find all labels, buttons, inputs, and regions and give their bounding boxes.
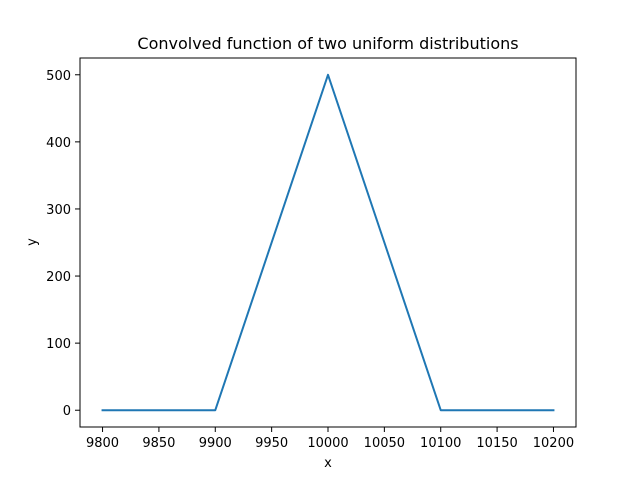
y-tick-label: 500 bbox=[46, 69, 71, 84]
y-axis-label: y bbox=[25, 238, 40, 246]
x-tick-label: 9900 bbox=[199, 436, 232, 451]
y-tick-label: 200 bbox=[46, 270, 71, 285]
y-axis-ticks: 0 100 200 300 400 500 bbox=[46, 69, 80, 419]
y-tick-label: 0 bbox=[63, 404, 71, 419]
x-tick-label: 10050 bbox=[364, 436, 405, 451]
x-axis-ticks: 9800 9850 9900 9950 10000 10050 10100 10150 1020… bbox=[86, 427, 574, 451]
chart-title: Convolved function of two uniform distri… bbox=[137, 34, 518, 53]
x-tick-label: 9850 bbox=[142, 436, 175, 451]
x-tick-label: 9950 bbox=[255, 436, 288, 451]
x-tick-label: 10000 bbox=[307, 436, 348, 451]
x-tick-label: 10100 bbox=[420, 436, 461, 451]
series-line-0 bbox=[101, 73, 555, 412]
y-tick-label: 300 bbox=[46, 203, 71, 218]
series-layer bbox=[101, 73, 555, 412]
x-tick-label: 9800 bbox=[86, 436, 119, 451]
x-tick-label: 10200 bbox=[533, 436, 574, 451]
x-axis-label: x bbox=[324, 456, 332, 471]
y-tick-label: 400 bbox=[46, 136, 71, 151]
y-tick-label: 100 bbox=[46, 337, 71, 352]
x-tick-label: 10150 bbox=[476, 436, 517, 451]
